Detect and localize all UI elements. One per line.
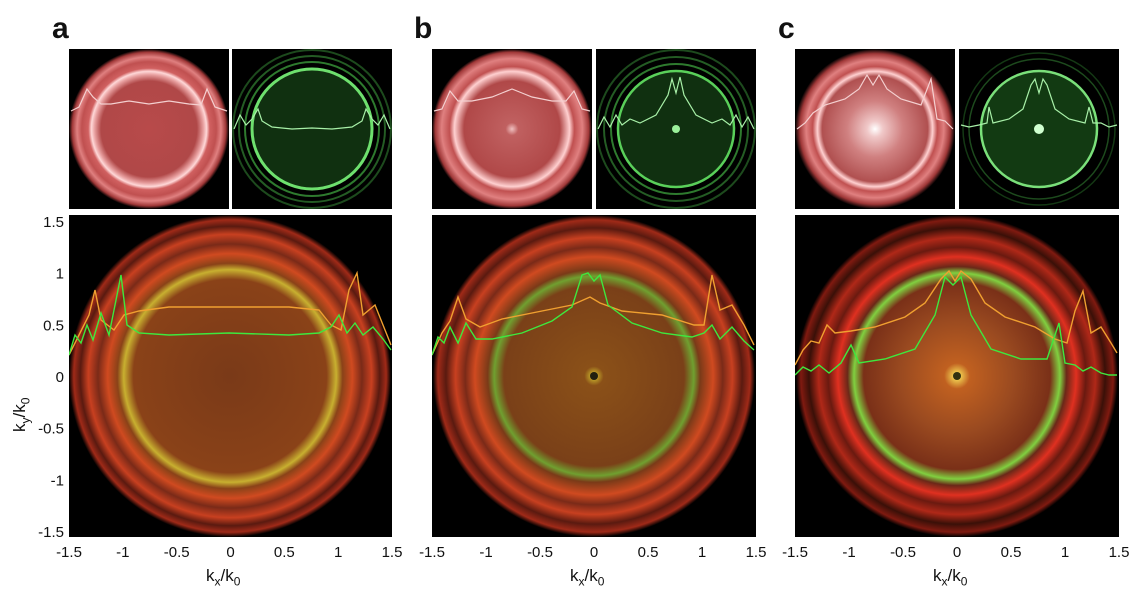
y-axis-label-main: k xyxy=(10,423,29,433)
x-tick-label: -1.5 xyxy=(419,544,445,561)
x-tick-label: -1 xyxy=(479,544,492,561)
x-tick-label: 0.5 xyxy=(274,544,295,561)
x-tick-label: 1.5 xyxy=(382,544,403,561)
x-tick-label: 1 xyxy=(698,544,706,561)
y-tick-label: 1 xyxy=(56,266,64,283)
x-tick-label: 0 xyxy=(953,544,961,561)
x-axis-label-c: kx/k0 xyxy=(933,566,967,588)
panel-c-red-tile xyxy=(795,49,955,209)
x-tick-label: -1.5 xyxy=(56,544,82,561)
panel-c-green-tile xyxy=(959,49,1119,209)
panel-letter-b: b xyxy=(414,12,433,45)
panel-a-red-tile xyxy=(69,49,229,209)
y-axis-label-sub2: 0 xyxy=(18,397,33,405)
x-axis-label-c-main: k xyxy=(933,566,942,585)
x-tick-label: 0 xyxy=(226,544,234,561)
x-tick-label: 1.5 xyxy=(746,544,767,561)
y-axis-label-rest: /k xyxy=(10,404,29,418)
x-axis-label-a-main: k xyxy=(206,566,215,585)
x-tick-label: -1.5 xyxy=(782,544,808,561)
x-tick-labels: -1.5 -1 -0.5 0 0.5 1 1.5 -1.5 -1 -0.5 0 0.5 1 1.5 -1.5… xyxy=(56,544,1129,561)
x-tick-label: -0.5 xyxy=(890,544,916,561)
y-tick-label: 0.5 xyxy=(43,317,64,334)
panel-a-green-tile xyxy=(232,49,392,209)
x-tick-label: -0.5 xyxy=(527,544,553,561)
x-axis-label-b-main: k xyxy=(570,566,579,585)
x-axis-label-a-sub: x xyxy=(214,574,221,589)
panel-letter-a: a xyxy=(52,12,69,45)
y-tick-label: -0.5 xyxy=(38,421,64,438)
panel-b-red-tile xyxy=(432,49,592,209)
x-axis-label-c-sub2: 0 xyxy=(960,574,968,589)
x-tick-label: 1 xyxy=(334,544,342,561)
panel-b-green-tile xyxy=(596,49,756,209)
y-axis-label-sub: y xyxy=(18,417,33,424)
x-tick-label: 0 xyxy=(590,544,598,561)
x-tick-label: -1 xyxy=(842,544,855,561)
x-axis-label-b: kx/k0 xyxy=(570,566,604,588)
y-tick-labels: 1.5 1 0.5 0 -0.5 -1 -1.5 xyxy=(38,214,64,541)
x-axis-label-a-sub2: 0 xyxy=(233,574,241,589)
x-axis-label-b-sub2: 0 xyxy=(597,574,605,589)
x-axis-label-b-rest: /k xyxy=(584,566,598,585)
x-axis-label-c-rest: /k xyxy=(947,566,961,585)
x-axis-label-b-sub: x xyxy=(578,574,585,589)
panel-letter-c: c xyxy=(778,12,795,45)
x-tick-label: 0.5 xyxy=(638,544,659,561)
x-tick-label: 1 xyxy=(1061,544,1069,561)
y-tick-label: -1.5 xyxy=(38,524,64,541)
panel-a-main-image xyxy=(69,215,392,537)
y-axis-label: ky/k0 xyxy=(10,398,32,432)
x-tick-label: -1 xyxy=(116,544,129,561)
x-axis-label-c-sub: x xyxy=(941,574,948,589)
x-tick-label: -0.5 xyxy=(164,544,190,561)
x-tick-label: 1.5 xyxy=(1109,544,1130,561)
x-axis-label-a: kx/k0 xyxy=(206,566,240,588)
y-tick-label: -1 xyxy=(51,472,64,489)
x-tick-label: 0.5 xyxy=(1001,544,1022,561)
panel-c-main-image xyxy=(795,215,1119,537)
x-axis-label-a-rest: /k xyxy=(220,566,234,585)
panel-b-main-image xyxy=(432,215,756,537)
y-tick-label: 0 xyxy=(56,369,64,386)
y-tick-label: 1.5 xyxy=(43,214,64,231)
